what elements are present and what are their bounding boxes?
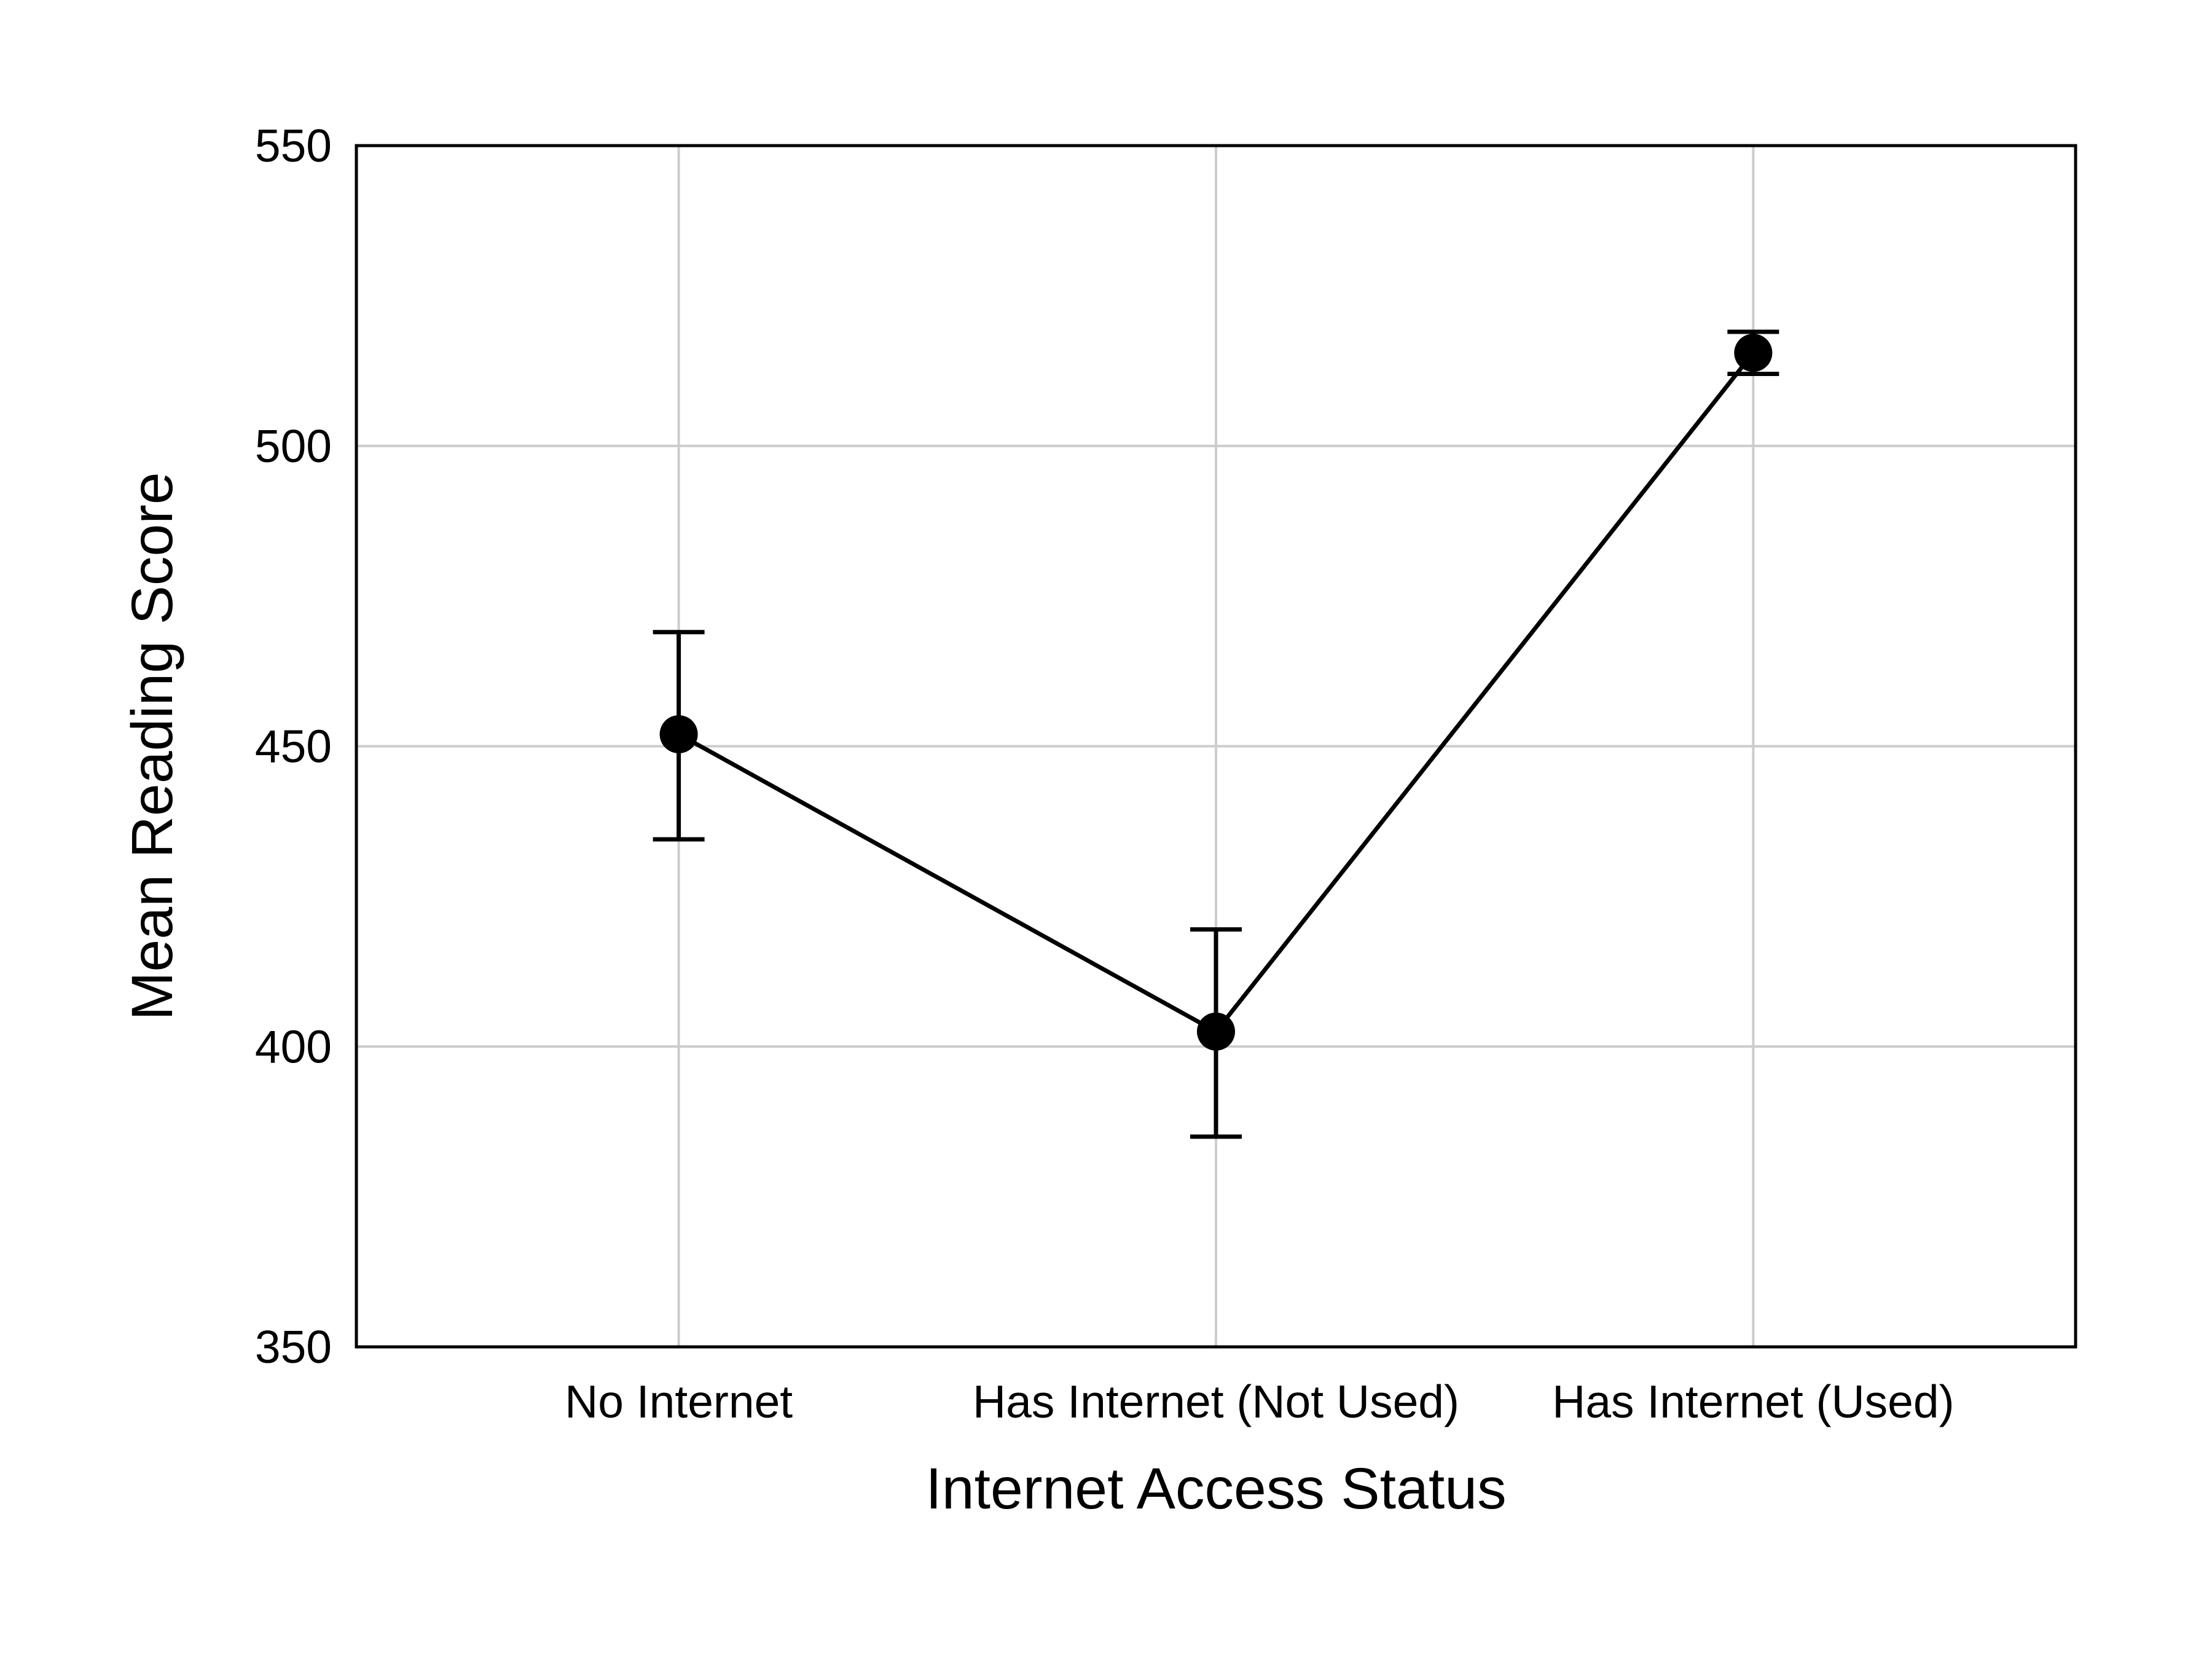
grid [356, 144, 2076, 1348]
y-axis-ticks: 350 400 450 500 550 [255, 120, 332, 1373]
data-point [1197, 1012, 1235, 1051]
y-axis-title: Mean Reading Score [120, 472, 185, 1020]
data-points [659, 334, 1773, 1051]
x-tick-label: Has Internet (Not Used) [973, 1376, 1459, 1427]
x-tick-label: No Internet [565, 1376, 793, 1427]
x-axis-title: Internet Access Status [925, 1456, 1506, 1521]
y-tick-label: 400 [255, 1021, 332, 1072]
y-tick-label: 550 [255, 120, 332, 171]
y-tick-label: 450 [255, 721, 332, 772]
y-tick-label: 350 [255, 1321, 332, 1373]
data-point [659, 715, 698, 753]
x-axis-ticks: No Internet Has Internet (Not Used) Has In… [565, 1376, 1954, 1427]
y-tick-label: 500 [255, 420, 332, 472]
x-tick-label: Has Internet (Used) [1552, 1376, 1954, 1427]
data-point [1734, 334, 1773, 372]
plot-frame [355, 144, 2077, 1349]
